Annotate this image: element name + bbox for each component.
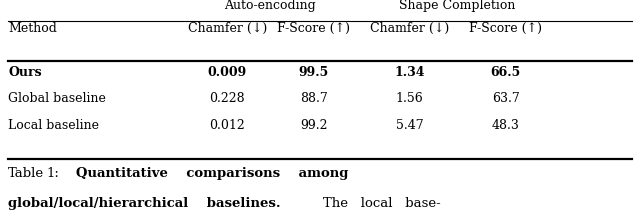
Text: 0.012: 0.012 [209, 120, 245, 132]
Text: 1.34: 1.34 [394, 66, 425, 79]
Text: 88.7: 88.7 [300, 92, 328, 105]
Text: 1.56: 1.56 [396, 92, 424, 105]
Text: global/local/hierarchical    baselines.: global/local/hierarchical baselines. [8, 197, 281, 210]
Text: Method: Method [8, 22, 57, 35]
Text: 1:: 1: [46, 167, 59, 180]
Text: Chamfer (↓): Chamfer (↓) [188, 22, 267, 35]
Text: Quantitative    comparisons    among: Quantitative comparisons among [76, 167, 348, 180]
Text: 99.5: 99.5 [298, 66, 329, 79]
Text: Global baseline: Global baseline [8, 92, 106, 105]
Text: 5.47: 5.47 [396, 120, 424, 132]
Text: 48.3: 48.3 [492, 120, 520, 132]
Text: The   local   base-: The local base- [323, 197, 441, 210]
Text: F-Score (↑): F-Score (↑) [469, 22, 542, 35]
Text: 63.7: 63.7 [492, 92, 520, 105]
Text: 0.228: 0.228 [209, 92, 245, 105]
Text: 66.5: 66.5 [490, 66, 521, 79]
Text: Chamfer (↓): Chamfer (↓) [370, 22, 449, 35]
Text: Local baseline: Local baseline [8, 120, 99, 132]
Text: F-Score (↑): F-Score (↑) [277, 22, 350, 35]
Text: Shape Completion: Shape Completion [399, 0, 516, 12]
Text: 99.2: 99.2 [300, 120, 327, 132]
Text: 0.009: 0.009 [207, 66, 247, 79]
Text: Table: Table [8, 167, 44, 180]
Text: Ours: Ours [8, 66, 42, 79]
Text: Auto-encoding: Auto-encoding [225, 0, 316, 12]
